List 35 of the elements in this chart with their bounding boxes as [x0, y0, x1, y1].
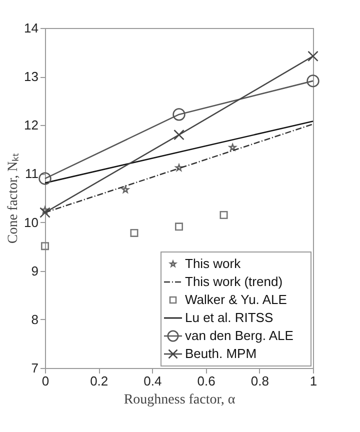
point	[41, 206, 49, 214]
x-axis-title: Roughness factor, α	[124, 392, 236, 408]
x-tick-label: 1	[310, 374, 318, 388]
y-tick-label: 13	[24, 69, 38, 84]
point	[40, 242, 50, 250]
point	[38, 172, 52, 185]
x-tick-label: 0.4	[144, 374, 162, 388]
point	[220, 210, 228, 220]
point	[40, 207, 50, 218]
y-tick-label: 10	[24, 214, 38, 230]
point	[174, 129, 184, 140]
legend-label: Beuth. MPM	[185, 346, 257, 361]
point	[172, 108, 186, 121]
point	[308, 50, 318, 62]
legend-label: This work	[185, 256, 242, 271]
point	[228, 144, 236, 151]
point	[122, 186, 130, 193]
x-tick-label: 0.8	[250, 374, 269, 388]
y-axis-title: Cone factor, Nₖₜ	[6, 152, 22, 244]
legend-label: Walker & Yu. ALE	[185, 292, 288, 307]
x-tick-label: 0.2	[90, 374, 108, 388]
y-tick-label: 8	[31, 312, 38, 327]
legend-label: van den Berg. ALE	[185, 328, 294, 343]
y-tick-label: 12	[24, 118, 38, 133]
y-tick-label: 14	[24, 20, 38, 36]
legend-label: Lu et al. RITSS	[185, 310, 274, 325]
y-tick-label: 7	[31, 360, 38, 376]
x-tick-label: 0.6	[197, 374, 216, 388]
y-tick-label: 9	[31, 263, 38, 278]
point	[174, 222, 184, 231]
y-tick-label: 11	[25, 166, 38, 182]
point	[306, 74, 320, 88]
x-tick-label: 0	[42, 374, 50, 388]
point	[130, 228, 138, 237]
legend-label: This work (trend)	[185, 274, 283, 289]
